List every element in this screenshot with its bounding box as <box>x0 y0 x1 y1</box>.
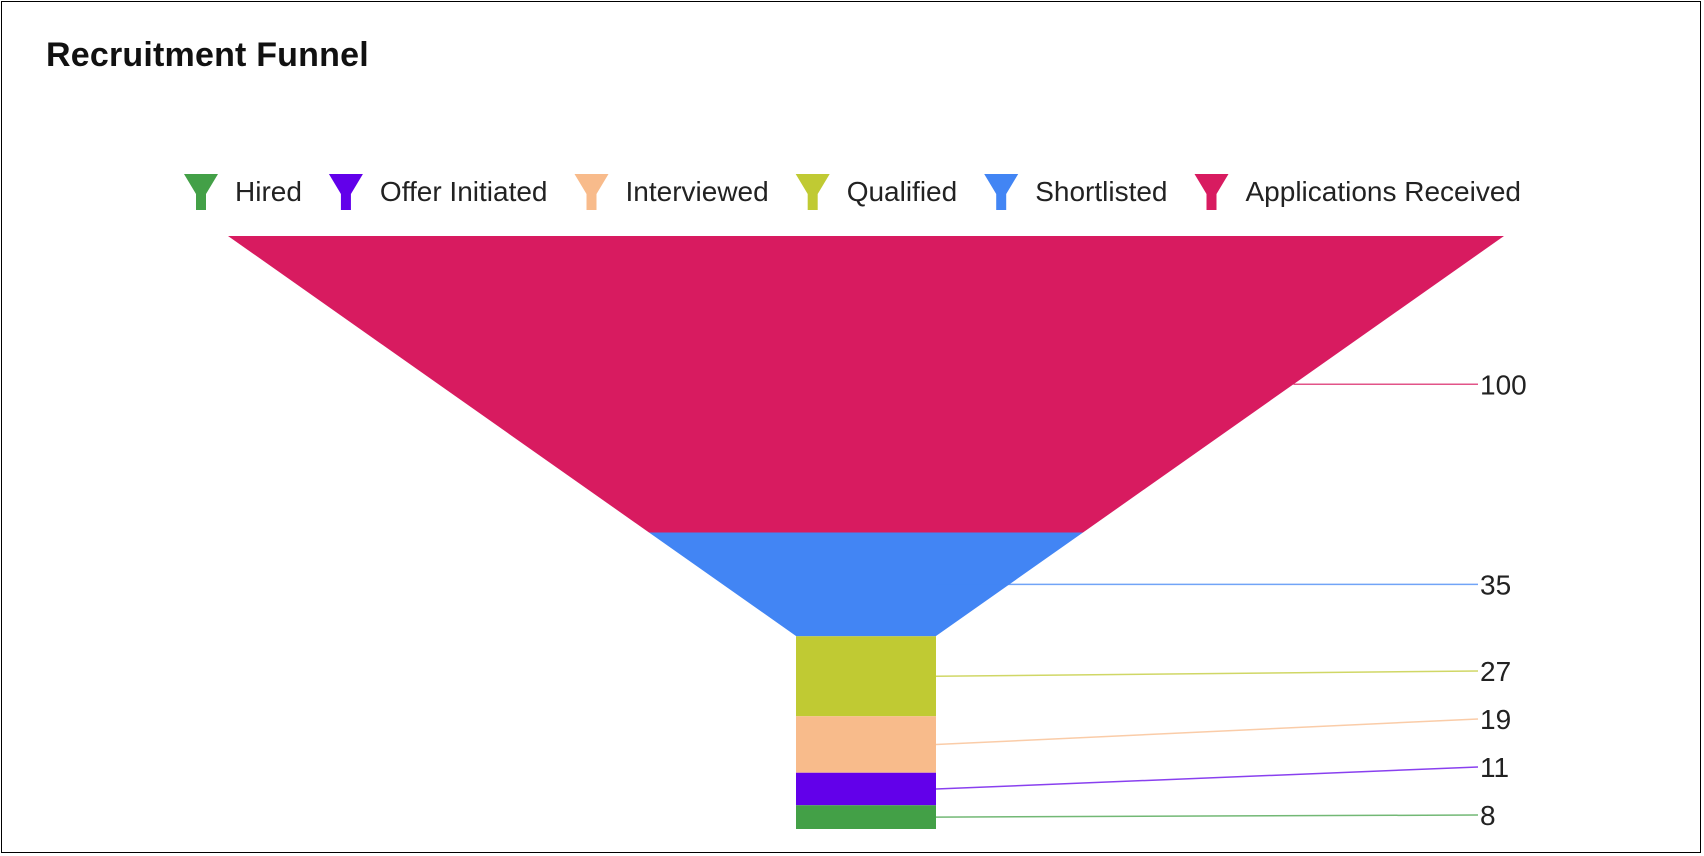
legend-item-interviewed[interactable]: Interviewed <box>574 174 769 210</box>
data-label-applications-received: 100 <box>1293 369 1527 400</box>
funnel-legend-icon <box>574 174 609 210</box>
data-labels: 100 35 27 19 11 8 <box>935 369 1527 831</box>
data-label-shortlisted: 35 <box>936 569 1511 600</box>
funnel-segment-interviewed[interactable] <box>796 716 936 773</box>
data-label-offer-initiated: 11 <box>935 752 1509 790</box>
legend-label: Qualified <box>847 176 958 207</box>
funnel-legend-icon <box>1194 174 1229 210</box>
leader-line <box>935 670 1479 678</box>
data-label-value: 27 <box>1480 656 1511 687</box>
legend-item-qualified[interactable]: Qualified <box>795 174 958 210</box>
funnel-legend-icon <box>328 174 363 210</box>
data-label-value: 8 <box>1480 800 1496 831</box>
data-label-value: 19 <box>1480 704 1511 735</box>
funnel-body <box>228 236 1504 829</box>
legend-item-offer-initiated[interactable]: Offer Initiated <box>328 174 548 210</box>
funnel-segment-applications-received[interactable] <box>228 236 1504 533</box>
legend-label: Hired <box>235 176 302 207</box>
data-label-qualified: 27 <box>935 656 1511 687</box>
funnel-legend-icon <box>795 174 830 210</box>
data-label-interviewed: 19 <box>935 704 1511 746</box>
legend-label: Offer Initiated <box>380 176 548 207</box>
legend-item-shortlisted[interactable]: Shortlisted <box>984 174 1168 210</box>
leader-line <box>935 718 1479 746</box>
funnel-segment-qualified[interactable] <box>796 636 936 717</box>
funnel-legend-icon <box>984 174 1019 210</box>
legend-label: Applications Received <box>1246 176 1522 207</box>
leader-line <box>935 814 1479 818</box>
funnel-segment-hired[interactable] <box>796 805 936 829</box>
legend: Hired Offer Initiated Interviewed Qualified… <box>184 174 1521 210</box>
funnel-segment-shortlisted[interactable] <box>649 532 1083 637</box>
data-label-value: 100 <box>1480 369 1527 400</box>
funnel-legend-icon <box>184 174 218 210</box>
page-title: Recruitment Funnel <box>46 36 369 74</box>
leader-line <box>935 766 1479 790</box>
data-label-value: 11 <box>1480 752 1509 783</box>
data-label-hired: 8 <box>935 800 1496 831</box>
legend-item-hired[interactable]: Hired <box>184 174 302 210</box>
data-label-value: 35 <box>1480 569 1511 600</box>
funnel-segment-offer-initiated[interactable] <box>796 772 936 806</box>
legend-item-applications-received[interactable]: Applications Received <box>1194 174 1522 210</box>
legend-label: Shortlisted <box>1035 176 1167 207</box>
legend-label: Interviewed <box>626 176 769 207</box>
